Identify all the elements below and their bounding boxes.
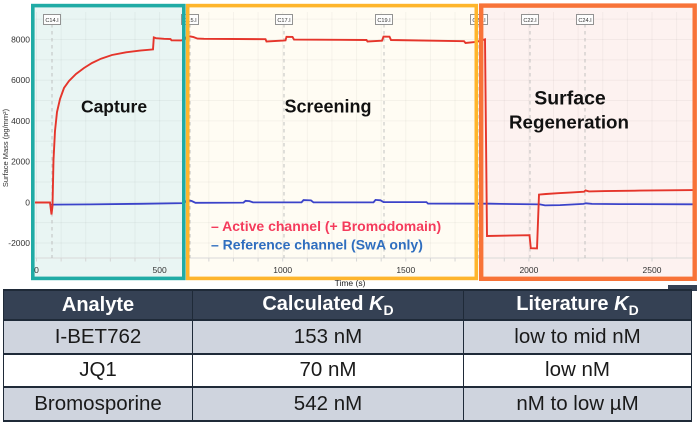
svg-text:Regeneration: Regeneration [509,112,629,133]
svg-text:Capture: Capture [81,97,147,117]
svg-text:Time (s): Time (s) [335,278,366,288]
svg-text:1000: 1000 [273,265,292,275]
svg-text:0: 0 [25,197,30,207]
svg-text:2000: 2000 [11,157,30,167]
svg-text:2000: 2000 [519,265,538,275]
svg-text:C24.I: C24.I [578,18,592,24]
svg-text:C17.I: C17.I [277,18,291,24]
svg-text:-2000: -2000 [8,238,30,248]
svg-text:1500: 1500 [396,265,415,275]
svg-text:– Reference channel (SwA only): – Reference channel (SwA only) [211,236,423,252]
svg-text:8000: 8000 [11,35,30,45]
svg-text:Surface: Surface [534,88,606,110]
svg-text:C22.I: C22.I [523,18,537,24]
svg-text:C14.I: C14.I [45,18,59,24]
svg-text:C19.I: C19.I [377,18,391,24]
svg-text:C15.I: C15.I [183,18,197,24]
svg-text:2500: 2500 [643,265,662,275]
svg-text:4000: 4000 [11,116,30,126]
svg-text:– Active channel (+ Bromodomai: – Active channel (+ Bromodomain) [211,218,441,234]
svg-text:Screening: Screening [284,97,371,117]
svg-text:6000: 6000 [11,75,30,85]
svg-text:0: 0 [34,265,39,275]
svg-text:500: 500 [153,265,167,275]
svg-text:Surface Mass (pg/mm²): Surface Mass (pg/mm²) [1,108,10,187]
